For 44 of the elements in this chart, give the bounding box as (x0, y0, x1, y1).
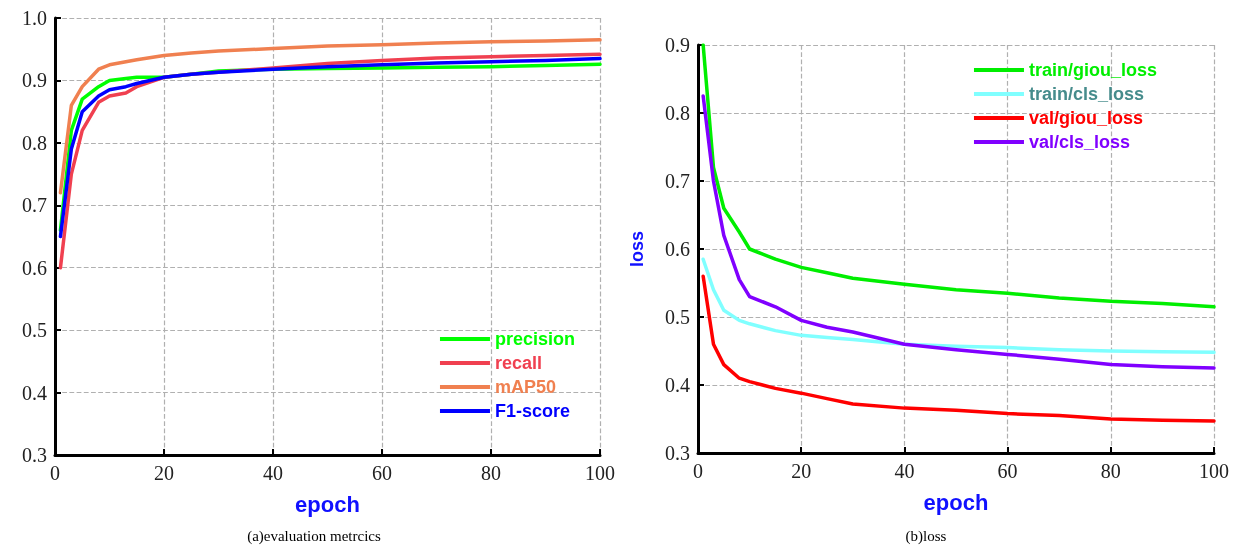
y-tick-label: 0.9 (22, 69, 47, 92)
line-series (701, 257, 1216, 355)
y-tick-label: 0.4 (22, 381, 47, 404)
x-tick-label: 60 (372, 462, 392, 484)
x-axis-title: epoch (295, 491, 360, 517)
x-tick-label: 20 (154, 462, 174, 484)
line-series (701, 43, 1216, 309)
legend-label: precision (494, 329, 576, 349)
x-tick-label: 60 (997, 460, 1018, 482)
y-tick-label: 0.8 (22, 131, 47, 154)
y-tick-label: 0.8 (665, 102, 690, 124)
legend-label: val/cls_loss (1028, 132, 1131, 152)
legend-label: val/giou_loss (1028, 108, 1144, 128)
legend-label: train/giou_loss (1028, 60, 1158, 80)
y-tick-label: 0.7 (22, 194, 47, 217)
y-tick-label: 1.0 (22, 7, 47, 29)
legend-label: train/cls_loss (1028, 84, 1145, 104)
x-tick-label: 20 (791, 460, 812, 482)
x-tick-label: 100 (585, 462, 615, 484)
legend-label: mAP50 (494, 377, 557, 397)
y-tick-label: 0.5 (22, 319, 47, 342)
y-tick-label: 0.6 (665, 238, 690, 260)
x-axis-title: epoch (923, 489, 989, 515)
y-tick-label: 0.6 (22, 256, 47, 279)
x-tick-label: 80 (481, 462, 501, 484)
x-tick-label: 40 (263, 462, 283, 484)
line-series (58, 38, 602, 195)
legend-label: recall (494, 353, 543, 373)
y-tick-label: 0.3 (22, 444, 47, 466)
y-tick-label: 0.5 (665, 306, 690, 328)
y-tick-label: 0.9 (665, 34, 690, 56)
x-tick-label: 0 (50, 462, 60, 484)
line-series (701, 274, 1216, 423)
text: (b)loss (905, 527, 947, 545)
y-axis-title: loss (627, 230, 647, 268)
y-tick-label: 0.4 (665, 374, 690, 396)
y-tick-label: 0.3 (665, 442, 690, 464)
y-tick-label: 0.7 (665, 170, 690, 192)
x-tick-label: 100 (1199, 460, 1229, 482)
x-tick-label: 0 (693, 460, 703, 482)
text: (a)evaluation metrcics (247, 527, 381, 545)
legend-label: F1-score (494, 401, 571, 421)
x-tick-label: 80 (1100, 460, 1121, 482)
x-tick-label: 40 (894, 460, 915, 482)
